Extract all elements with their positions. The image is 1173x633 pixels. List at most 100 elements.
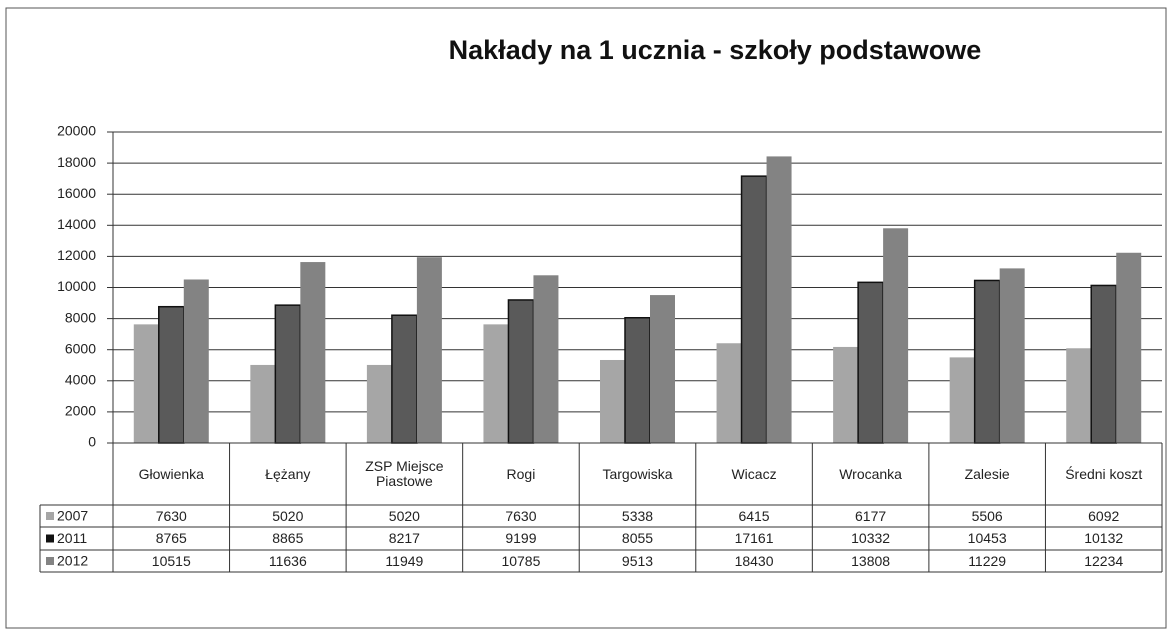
bar — [624, 316, 651, 444]
table-value: 5020 — [346, 505, 463, 527]
legend-label: 2007 — [57, 508, 88, 524]
table-value: 17161 — [696, 527, 813, 550]
table-value-text: 5020 — [272, 507, 304, 524]
category-label: Średni koszt — [1045, 443, 1162, 505]
table-value-text: 11229 — [968, 552, 1007, 569]
y-tick-label: 18000 — [57, 154, 96, 170]
table-value-text: 13808 — [851, 552, 891, 569]
table-value: 18430 — [696, 550, 813, 572]
bar — [366, 364, 392, 443]
table-value: 9513 — [579, 550, 696, 572]
table-value: 10332 — [812, 527, 929, 550]
category-label: Targowiska — [579, 443, 696, 505]
bar — [600, 359, 625, 443]
bar — [391, 314, 418, 444]
table-value-text: 6092 — [1088, 507, 1120, 524]
legend-key — [46, 557, 54, 565]
y-tick-label: 14000 — [57, 216, 96, 232]
table-value: 8765 — [113, 527, 230, 550]
table-value-text: 17161 — [734, 530, 774, 546]
category-label-text: Głowienka — [138, 465, 204, 482]
table-value-text: 6177 — [855, 507, 887, 524]
legend-key — [46, 512, 54, 520]
bar — [740, 175, 768, 444]
y-tick-label: 0 — [88, 434, 96, 450]
bar — [1090, 284, 1117, 444]
table-value: 6177 — [812, 505, 929, 527]
bar — [183, 279, 209, 443]
category-label-text: Rogi — [506, 465, 536, 482]
bar — [416, 257, 442, 443]
table-value: 10785 — [463, 550, 580, 572]
table-value: 7630 — [463, 505, 580, 527]
y-tick-label: 2000 — [65, 403, 96, 419]
table-value-text: 8055 — [621, 530, 654, 546]
table-value-text: 10785 — [501, 552, 541, 569]
table-value-text: 8217 — [388, 530, 420, 546]
table-value-text: 9199 — [505, 530, 537, 546]
bar — [883, 228, 909, 443]
table-value-text: 7630 — [155, 507, 187, 524]
category-label: Łężany — [230, 443, 347, 505]
table-value: 5506 — [929, 505, 1046, 527]
table-value-text: 12234 — [1084, 552, 1124, 569]
table-value: 12234 — [1045, 550, 1162, 572]
table-value-text: 8765 — [155, 530, 187, 546]
category-label: ZSP Miejsce Piastowe — [346, 443, 463, 505]
bar — [1066, 348, 1092, 443]
y-tick-label: 6000 — [65, 340, 96, 356]
category-label: Wrocanka — [812, 443, 929, 505]
table-value-text: 10453 — [967, 530, 1007, 546]
table-value-text: 5020 — [388, 507, 420, 524]
bar — [650, 295, 675, 443]
bar — [716, 343, 742, 443]
table-value: 7630 — [113, 505, 230, 527]
y-tick-label: 8000 — [65, 309, 96, 325]
bar — [833, 346, 859, 443]
table-value-text: 18430 — [734, 552, 774, 569]
bar — [274, 304, 302, 444]
category-label-text: Wicacz — [731, 465, 777, 482]
table-value-text: 5506 — [971, 507, 1003, 524]
category-label-text: Średni koszt — [1065, 465, 1143, 482]
table-value: 6092 — [1045, 505, 1162, 527]
table-value: 11229 — [929, 550, 1046, 572]
category-label: Rogi — [463, 443, 580, 505]
table-value-text: 9513 — [621, 552, 654, 569]
table-value: 8217 — [346, 527, 463, 550]
table-value: 8055 — [579, 527, 696, 550]
bar — [1116, 252, 1142, 443]
table-value-text: 10515 — [151, 552, 191, 569]
legend-label: 2011 — [57, 530, 87, 546]
legend-key — [46, 534, 54, 543]
category-label-text: Targowiska — [602, 465, 673, 482]
category-label-text: Wrocanka — [839, 465, 902, 482]
table-value: 6415 — [696, 505, 813, 527]
category-label: Wicacz — [696, 443, 813, 505]
table-value-text: 6415 — [738, 507, 770, 524]
table-value: 10453 — [929, 527, 1046, 550]
bar — [973, 279, 1001, 444]
table-value: 13808 — [812, 550, 929, 572]
table-value: 9199 — [463, 527, 580, 550]
table-value: 11949 — [346, 550, 463, 572]
bar — [158, 305, 185, 444]
bar — [533, 275, 559, 443]
bar — [857, 281, 884, 444]
table-value: 8865 — [230, 527, 347, 550]
chart-title: Nakłady na 1 ucznia - szkoły podstawowe — [449, 35, 982, 65]
table-value-text: 5338 — [621, 507, 654, 524]
table-value: 5338 — [579, 505, 696, 527]
category-label-text: ZSP Miejsce Piastowe — [365, 458, 444, 489]
table-value-text: 10132 — [1084, 530, 1124, 546]
table-value: 11636 — [230, 550, 347, 572]
bar — [300, 262, 326, 443]
y-tick-label: 16000 — [57, 185, 96, 201]
y-tick-label: 20000 — [57, 123, 96, 139]
legend-label: 2012 — [57, 553, 88, 569]
y-tick-label: 12000 — [57, 247, 96, 263]
y-tick-label: 4000 — [65, 372, 96, 388]
bar — [133, 324, 159, 443]
